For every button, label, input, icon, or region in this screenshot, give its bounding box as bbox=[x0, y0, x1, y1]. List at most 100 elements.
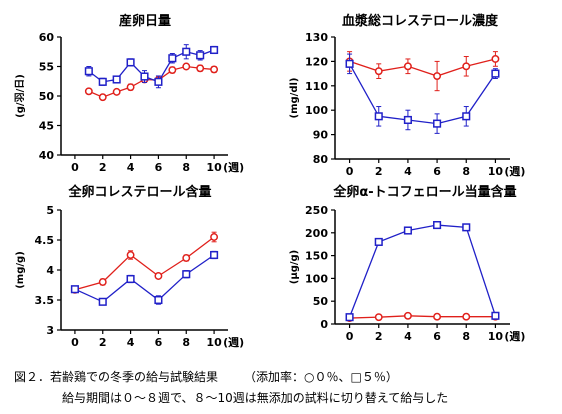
data-point-square bbox=[140, 72, 149, 81]
x-axis-label: (週) bbox=[223, 335, 244, 349]
x-tick-label: 0 bbox=[71, 161, 79, 174]
y-axis-label: (μg/g) bbox=[289, 250, 300, 284]
x-tick-label: 2 bbox=[375, 330, 383, 343]
data-point-square bbox=[403, 115, 412, 125]
data-point-square bbox=[403, 226, 412, 235]
y-tick-label: 90 bbox=[313, 129, 329, 142]
y-tick-label: 100 bbox=[305, 104, 328, 117]
y-tick-label: 110 bbox=[305, 80, 328, 93]
data-point-square bbox=[196, 51, 205, 60]
chart-title: 血漿総コレステロール濃度 bbox=[342, 13, 499, 29]
data-point-square bbox=[462, 112, 471, 121]
data-point-circle bbox=[210, 233, 219, 241]
data-point-circle bbox=[462, 62, 471, 71]
data-point-square bbox=[168, 54, 177, 63]
chart-panel: 全卵コレステロール含量 3 3.5 4 4.5 5 0 2 4 6 8 10 (週) (mg/g) bbox=[15, 184, 244, 349]
data-point-circle bbox=[112, 87, 121, 96]
data-point-circle bbox=[182, 254, 191, 262]
data-point-square bbox=[433, 119, 442, 128]
series-line-treated bbox=[348, 224, 497, 318]
data-point-square bbox=[491, 69, 500, 78]
x-tick-label: 4 bbox=[127, 161, 135, 174]
x-tick-label: 10 bbox=[488, 330, 504, 343]
y-tick-label: 3.5 bbox=[35, 294, 55, 307]
x-tick-label: 8 bbox=[462, 165, 470, 178]
series-line-control bbox=[349, 58, 496, 77]
data-point-square bbox=[98, 297, 107, 306]
data-point-circle bbox=[126, 83, 135, 92]
x-tick-label: 2 bbox=[99, 336, 107, 349]
y-tick-label: 80 bbox=[313, 153, 329, 166]
caption-note: （添加率：○０％、□５％） bbox=[244, 370, 398, 384]
data-point-circle bbox=[98, 278, 107, 286]
data-point-circle bbox=[210, 65, 219, 74]
y-axis-label: (mg/dl) bbox=[289, 78, 300, 119]
data-point-square bbox=[126, 274, 135, 284]
data-point-square bbox=[491, 311, 500, 320]
data-point-square bbox=[210, 250, 219, 260]
series-line-control bbox=[88, 65, 215, 98]
data-point-square bbox=[154, 77, 163, 86]
data-point-circle bbox=[403, 62, 412, 71]
data-point-square bbox=[345, 313, 354, 322]
data-point-circle bbox=[462, 312, 471, 321]
caption-label: 図２．若齢鶏での冬季の給与試験結果 bbox=[14, 370, 219, 384]
y-tick-label: 150 bbox=[305, 250, 328, 263]
y-tick-label: 4 bbox=[46, 264, 54, 277]
data-point-circle bbox=[196, 64, 205, 73]
x-tick-label: 10 bbox=[206, 161, 222, 174]
series-line-treated bbox=[349, 63, 496, 125]
y-tick-label: 3 bbox=[46, 324, 54, 337]
figure-caption: 図２．若齢鶏での冬季の給与試験結果 （添加率：○０％、□５％） bbox=[14, 368, 398, 385]
data-point-circle bbox=[168, 66, 177, 74]
x-tick-label: 4 bbox=[404, 330, 412, 343]
x-tick-label: 4 bbox=[404, 165, 412, 178]
data-point-circle bbox=[126, 251, 135, 259]
y-tick-label: 100 bbox=[305, 272, 328, 285]
data-point-circle bbox=[403, 311, 412, 320]
data-point-square bbox=[98, 77, 107, 86]
chart-title: 全卵コレステロール含量 bbox=[67, 184, 211, 200]
y-tick-label: 50 bbox=[313, 295, 329, 308]
data-point-square bbox=[84, 67, 93, 76]
data-point-circle bbox=[98, 93, 107, 102]
y-tick-label: 130 bbox=[305, 31, 328, 44]
y-axis-label: (g/羽/日) bbox=[14, 74, 26, 118]
x-tick-label: 6 bbox=[433, 165, 441, 178]
y-axis-label: (mg/g) bbox=[15, 251, 26, 289]
y-tick-label: 0 bbox=[320, 318, 328, 331]
y-tick-label: 45 bbox=[39, 120, 54, 133]
data-point-square bbox=[70, 285, 79, 294]
chart-title: 全卵α-トコフェロール当量含量 bbox=[332, 184, 516, 200]
data-point-circle bbox=[374, 67, 383, 76]
data-point-square bbox=[345, 59, 354, 68]
x-axis-label: (週) bbox=[223, 160, 244, 174]
x-tick-label: 4 bbox=[127, 336, 135, 349]
data-point-circle bbox=[84, 87, 93, 96]
data-point-square bbox=[462, 223, 471, 232]
data-point-circle bbox=[374, 313, 383, 322]
x-tick-label: 2 bbox=[375, 165, 383, 178]
x-tick-label: 6 bbox=[155, 336, 163, 349]
data-point-square bbox=[126, 58, 135, 67]
x-tick-label: 8 bbox=[182, 161, 190, 174]
data-point-circle bbox=[433, 312, 442, 321]
chart-panel: 全卵α-トコフェロール当量含量 0 50 100 150 200 250 0 2 4 6 8 10 (週)… bbox=[289, 184, 525, 343]
x-tick-label: 8 bbox=[182, 336, 190, 349]
chart-panel: 産卵日量 40 45 50 55 60 0 2 4 6 8 10 (週) (g/羽/日) bbox=[14, 13, 244, 174]
data-point-square bbox=[433, 220, 442, 230]
data-point-circle bbox=[433, 72, 442, 80]
x-tick-label: 10 bbox=[488, 165, 504, 178]
data-point-square bbox=[374, 237, 383, 246]
chart-panel: 血漿総コレステロール濃度 80 90 100 110 120 130 0 2 4 6 8 10 (週) (m… bbox=[289, 13, 525, 178]
data-point-square bbox=[374, 112, 383, 121]
x-tick-label: 6 bbox=[155, 161, 163, 174]
series-line-control bbox=[74, 236, 215, 291]
data-point-square bbox=[154, 295, 163, 305]
x-tick-label: 0 bbox=[346, 330, 354, 343]
data-point-circle bbox=[491, 55, 500, 63]
y-tick-label: 5 bbox=[46, 204, 54, 217]
data-point-circle bbox=[182, 62, 191, 71]
x-axis-label: (週) bbox=[504, 329, 525, 343]
